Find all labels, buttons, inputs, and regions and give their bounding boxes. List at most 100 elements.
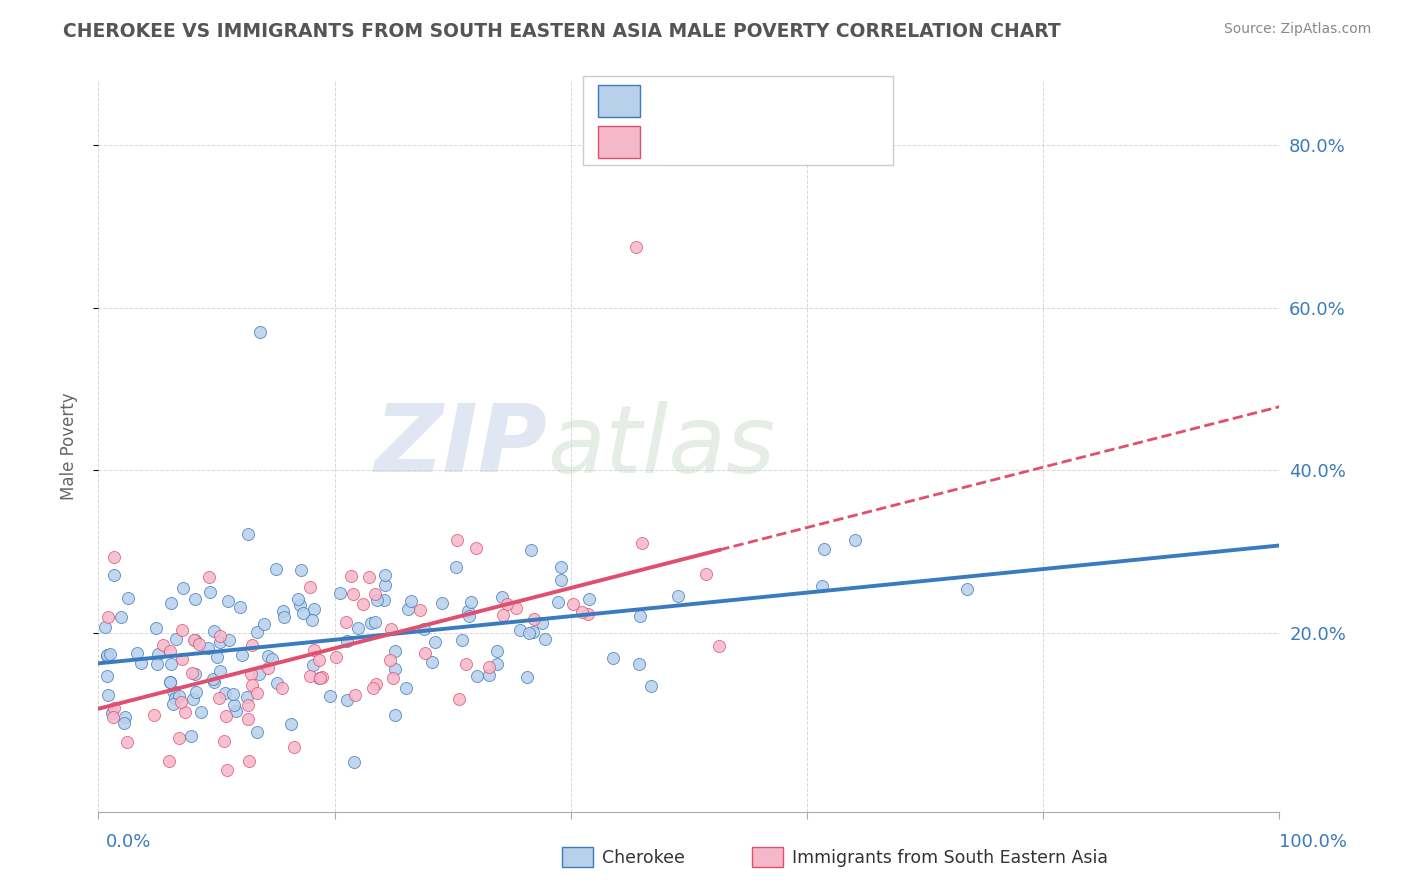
Point — [519, 625, 541, 640]
Point — [236, 527, 259, 541]
Point — [96, 649, 118, 664]
Point — [318, 689, 340, 703]
Point — [101, 706, 124, 720]
Point — [457, 603, 479, 617]
Point — [359, 570, 381, 584]
Point — [157, 754, 180, 768]
Point — [202, 675, 225, 690]
Point — [360, 615, 382, 630]
Point — [103, 550, 125, 565]
Point — [246, 625, 269, 640]
Point — [115, 735, 138, 749]
Text: 0.0%: 0.0% — [105, 833, 150, 851]
Point — [114, 710, 136, 724]
Point — [423, 635, 446, 649]
Point — [627, 657, 650, 671]
Point — [311, 670, 333, 684]
Point — [159, 657, 181, 672]
Point — [162, 684, 184, 698]
Point — [640, 679, 662, 693]
Point — [283, 739, 305, 754]
Point — [103, 701, 125, 715]
Point — [485, 644, 508, 658]
Text: Source: ZipAtlas.com: Source: ZipAtlas.com — [1223, 22, 1371, 37]
Point — [271, 604, 294, 618]
Point — [93, 619, 115, 633]
Point — [127, 646, 149, 660]
Point — [146, 657, 169, 671]
Point — [217, 593, 239, 607]
Text: ZIP: ZIP — [374, 400, 547, 492]
Point — [624, 240, 647, 254]
Point — [409, 603, 432, 617]
Point — [152, 638, 174, 652]
Point — [374, 567, 396, 582]
Point — [197, 640, 219, 655]
Point — [547, 595, 569, 609]
Point — [302, 643, 325, 657]
Point — [103, 710, 125, 724]
Point — [340, 569, 363, 583]
Point — [301, 613, 323, 627]
Point — [325, 649, 347, 664]
Point — [174, 705, 197, 719]
Point — [666, 589, 689, 603]
Point — [329, 586, 352, 600]
Point — [246, 725, 269, 739]
Point — [188, 637, 211, 651]
Point — [460, 595, 482, 609]
Point — [562, 598, 585, 612]
Point — [401, 593, 423, 607]
Point — [420, 655, 443, 669]
Point — [190, 705, 212, 719]
Point — [384, 708, 406, 723]
Point — [430, 596, 453, 610]
Point — [129, 657, 152, 671]
Point — [361, 681, 384, 695]
Point — [384, 662, 406, 676]
Point — [208, 629, 231, 643]
Point — [238, 698, 260, 712]
Point — [395, 681, 418, 696]
Point — [163, 691, 186, 706]
Point — [225, 705, 247, 719]
Point — [202, 624, 225, 638]
Point — [844, 533, 866, 548]
Point — [180, 729, 202, 743]
Point — [110, 610, 132, 624]
Point — [457, 608, 479, 623]
Point — [292, 607, 315, 621]
Point — [382, 671, 405, 685]
Point — [200, 584, 222, 599]
Point — [96, 648, 118, 663]
Point — [208, 635, 231, 649]
Point — [308, 653, 330, 667]
Point — [464, 541, 486, 555]
Y-axis label: Male Poverty: Male Poverty — [59, 392, 77, 500]
Point — [169, 695, 191, 709]
Point — [117, 591, 139, 605]
Point — [550, 560, 572, 574]
Point — [342, 587, 364, 601]
Point — [170, 652, 193, 666]
Point — [221, 687, 243, 701]
Point — [384, 644, 406, 658]
Point — [257, 661, 280, 675]
Point — [159, 596, 181, 610]
Point — [103, 567, 125, 582]
Point — [352, 597, 374, 611]
Point — [159, 674, 181, 689]
Point — [578, 592, 600, 607]
Point — [309, 671, 332, 685]
Point — [181, 691, 204, 706]
Point — [159, 643, 181, 657]
Text: 100.0%: 100.0% — [1279, 833, 1347, 851]
Point — [530, 615, 553, 630]
Point — [214, 686, 236, 700]
Point — [299, 669, 322, 683]
Point — [509, 623, 531, 637]
Point — [373, 578, 395, 592]
Point — [208, 690, 231, 705]
Point — [172, 624, 194, 638]
Point — [533, 632, 555, 646]
